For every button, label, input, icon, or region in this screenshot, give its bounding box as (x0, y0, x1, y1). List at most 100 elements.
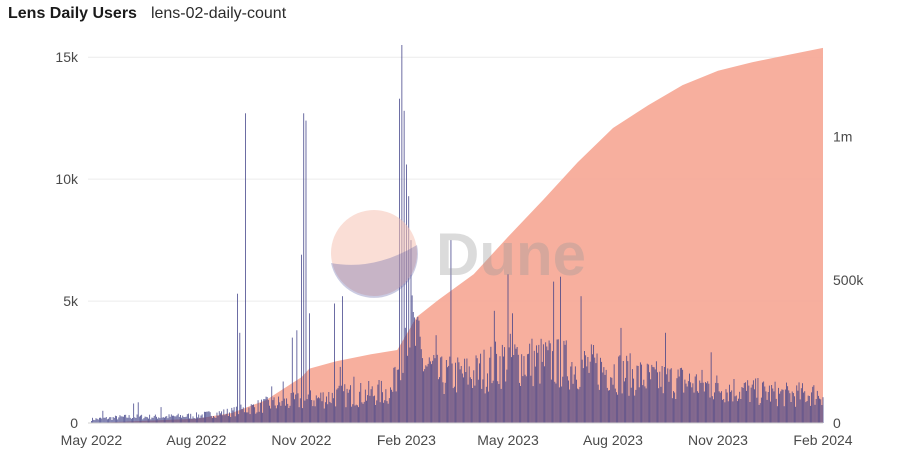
daily-users-bar (197, 417, 198, 423)
daily-users-bar (652, 366, 654, 423)
daily-users-bar (748, 385, 750, 423)
daily-users-bar (723, 399, 725, 423)
daily-users-bar (294, 399, 296, 423)
daily-users-bar (387, 403, 389, 423)
daily-users-bar (375, 405, 377, 423)
daily-users-bar (388, 398, 390, 423)
daily-users-bar (545, 342, 547, 423)
daily-users-bar (170, 414, 172, 423)
daily-users-bar (258, 411, 260, 423)
daily-users-bar (140, 415, 141, 423)
daily-users-bar (380, 380, 382, 423)
daily-users-bar (281, 400, 283, 423)
daily-users-bar (614, 388, 616, 423)
daily-users-bar (282, 381, 284, 423)
daily-users-bar (346, 388, 348, 423)
daily-users-bar (504, 347, 506, 423)
daily-users-bar (296, 330, 298, 423)
daily-users-bar (287, 403, 289, 423)
daily-users-bar (791, 391, 793, 423)
daily-users-bar (521, 354, 523, 423)
daily-users-bar (240, 404, 242, 423)
daily-users-bar (780, 391, 782, 423)
daily-users-bar (374, 395, 375, 423)
daily-users-bar (213, 416, 214, 423)
daily-users-bar (797, 390, 799, 423)
daily-users-bar (456, 392, 458, 423)
daily-users-bar (331, 392, 333, 423)
daily-users-bar (491, 383, 493, 423)
daily-users-bar (468, 366, 470, 423)
daily-users-bar (469, 377, 471, 423)
daily-users-bar (354, 405, 356, 423)
daily-users-bar (474, 385, 476, 423)
daily-users-bar (608, 390, 609, 423)
daily-users-bar (579, 386, 581, 423)
daily-users-bar (747, 380, 749, 423)
daily-users-bar (660, 386, 662, 423)
daily-users-bar (159, 418, 161, 423)
daily-users-bar (574, 366, 576, 423)
dune-watermark: Dune (331, 210, 586, 298)
daily-users-bar (515, 348, 517, 423)
daily-users-bar (626, 355, 628, 423)
daily-users-bar (497, 381, 499, 423)
daily-users-bar (536, 345, 537, 423)
daily-users-bar (719, 392, 721, 423)
daily-users-bar (726, 392, 728, 423)
daily-users-bar (130, 418, 132, 423)
daily-users-bar (420, 349, 422, 423)
daily-users-bar (683, 392, 685, 423)
daily-users-bar (133, 403, 135, 423)
daily-users-bar (759, 403, 761, 423)
daily-users-bar (623, 381, 625, 423)
daily-users-bar (192, 416, 194, 423)
daily-users-bar (581, 359, 583, 423)
daily-users-bar (92, 417, 93, 423)
daily-users-bar (743, 383, 745, 423)
daily-users-bar (253, 404, 254, 423)
daily-users-bar (562, 376, 564, 423)
daily-users-bar (164, 417, 165, 423)
daily-users-bar (162, 417, 164, 423)
daily-users-bar (641, 364, 642, 423)
daily-users-bar (818, 395, 819, 423)
daily-users-bar (366, 400, 367, 423)
daily-users-bar (644, 386, 646, 423)
daily-users-bar (247, 412, 249, 423)
daily-users-bar (709, 397, 711, 423)
daily-users-bar (378, 380, 380, 423)
daily-users-bar (606, 387, 608, 423)
daily-users-bar (219, 413, 221, 423)
daily-users-bar (807, 395, 809, 423)
daily-users-bar (665, 332, 666, 423)
daily-users-bar (732, 401, 734, 423)
y-right-tick-label: 0 (833, 415, 841, 431)
daily-users-bar (148, 418, 149, 423)
axes: 0 5k 10k 15k 0 500k 1m May 2022 Aug 2022 Nov 2022… (55, 49, 864, 448)
daily-users-bar (643, 379, 645, 423)
daily-users-bar (201, 414, 203, 423)
daily-users-bar (627, 361, 629, 423)
daily-users-bar (386, 401, 388, 423)
daily-users-bar (762, 382, 763, 423)
daily-users-bar (447, 367, 448, 423)
daily-users-bar (238, 414, 240, 423)
daily-users-bar (647, 364, 649, 423)
daily-users-bar (291, 337, 293, 423)
y-left-tick-label: 10k (55, 171, 79, 187)
daily-users-bar (479, 363, 480, 423)
daily-users-bar (427, 363, 429, 423)
daily-users-bar (765, 391, 767, 423)
daily-users-bar (610, 377, 612, 423)
daily-users-bar (821, 405, 823, 423)
daily-users-bar (455, 362, 456, 423)
daily-users-bar (501, 344, 503, 423)
daily-users-bar (584, 351, 585, 423)
daily-users-bar (395, 391, 397, 423)
daily-users-bar (134, 417, 136, 423)
daily-users-bar (313, 400, 315, 423)
daily-users-bar (463, 377, 464, 423)
daily-users-bar (152, 417, 154, 423)
